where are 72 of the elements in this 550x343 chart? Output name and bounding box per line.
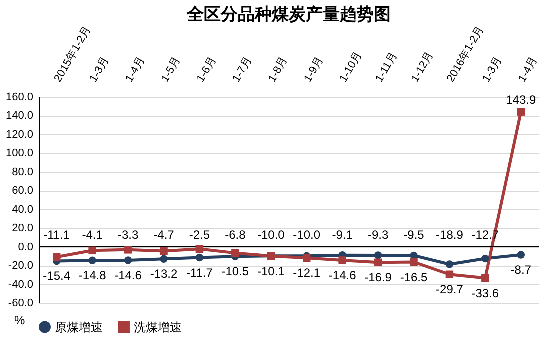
y-tick-label: -20.0: [8, 260, 34, 272]
data-label: -11.1: [44, 228, 70, 242]
point: [374, 252, 382, 260]
point: [160, 247, 168, 256]
point: [338, 256, 346, 264]
data-label: -4.7: [154, 228, 175, 242]
point: [88, 256, 96, 265]
data-label: -9.1: [332, 228, 354, 242]
y-tick-label: 140.0: [6, 110, 34, 122]
x-tick-label: 1-5月: [159, 55, 184, 84]
data-label: -14.8: [78, 268, 107, 283]
x-tick-label: 1-3月: [480, 55, 505, 84]
x-tick-label: 1-7月: [230, 55, 255, 84]
y-axis-title: %: [14, 314, 26, 328]
data-label: -13.2: [150, 267, 178, 282]
y-tick-label: 0.0: [18, 241, 34, 254]
data-label: -10.0: [293, 228, 321, 242]
data-label: -12.1: [293, 266, 321, 280]
point: [196, 245, 204, 254]
point: [482, 274, 490, 282]
data-label: -15.4: [43, 269, 71, 284]
data-label: -2.5: [189, 228, 210, 242]
point: [232, 249, 240, 258]
data-label: -18.9: [436, 228, 464, 242]
data-label: -6.8: [225, 228, 246, 242]
y-tick-label: 100.0: [6, 148, 34, 160]
data-label: -10.0: [257, 228, 286, 242]
data-label: -16.5: [400, 270, 428, 284]
y-tick-label: 60.0: [12, 185, 34, 198]
data-label: -14.6: [328, 268, 357, 282]
y-tick-label: -40.0: [8, 278, 34, 291]
chart-title: 全区分品种煤炭产量趋势图: [186, 4, 391, 24]
data-label: -8.7: [510, 262, 532, 277]
x-tick-label: 1-3月: [88, 55, 112, 84]
point: [410, 258, 418, 266]
point: [446, 270, 454, 278]
point: [160, 255, 168, 264]
point: [124, 256, 132, 264]
data-label: 143.9: [506, 93, 536, 108]
data-label: -16.9: [364, 270, 392, 285]
data-label: -11.7: [186, 266, 214, 280]
data-label: -9.3: [368, 228, 389, 242]
y-tick-label: 40.0: [12, 204, 34, 216]
y-tick-label: 120.0: [6, 128, 34, 141]
x-tick-label: 1-8月: [266, 55, 290, 84]
point: [88, 246, 96, 255]
y-tick-label: 160.0: [6, 92, 34, 104]
x-tick-label: 1-4月: [516, 55, 540, 84]
legend-label: 原煤增速: [55, 320, 103, 334]
point: [517, 251, 526, 259]
x-tick-label: 1-9月: [302, 55, 326, 84]
x-tick-label: 1-4月: [124, 55, 148, 84]
point: [374, 258, 382, 267]
data-label: -29.7: [436, 282, 464, 297]
x-tick-label: 1-6月: [195, 55, 219, 84]
y-tick-label: -60.0: [8, 298, 34, 310]
point: [517, 108, 526, 116]
data-label: -3.3: [118, 228, 139, 242]
data-label: -4.1: [82, 228, 104, 242]
point: [196, 254, 204, 262]
data-label: -33.6: [472, 286, 500, 300]
point: [124, 246, 132, 254]
point: [482, 254, 490, 263]
y-tick-label: 20.0: [12, 222, 34, 235]
data-label: -14.6: [114, 268, 142, 282]
data-label: -10.5: [222, 264, 250, 279]
point: [52, 253, 61, 262]
y-tick-label: 80.0: [12, 166, 34, 178]
point: [446, 260, 454, 268]
data-label: -9.5: [404, 228, 425, 242]
legend-label: 洗煤增速: [134, 320, 182, 334]
data-label: -10.1: [257, 264, 286, 278]
